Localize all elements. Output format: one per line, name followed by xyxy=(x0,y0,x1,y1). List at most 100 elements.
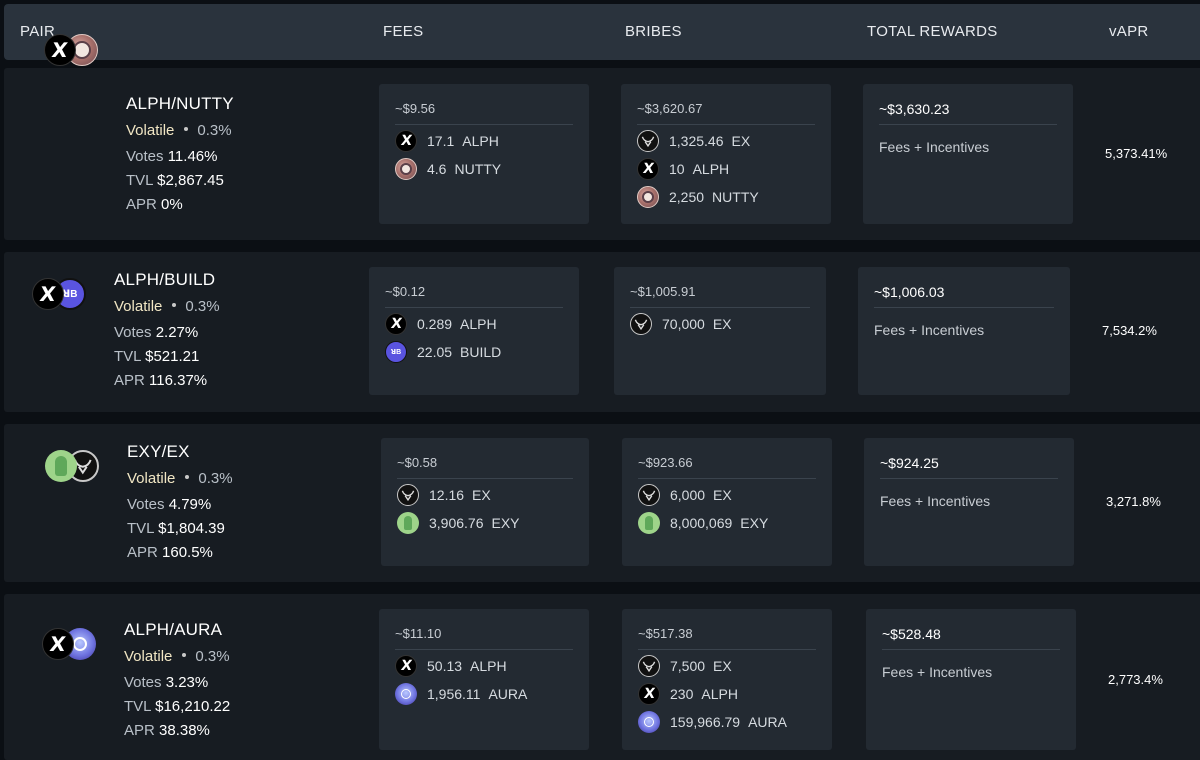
token-amount: 17.1 xyxy=(427,133,455,149)
pool-type: Volatile 0.3% xyxy=(124,648,230,665)
alph-icon: X xyxy=(395,130,417,152)
token-amount: 0.289 xyxy=(417,316,453,332)
fees-token: X 17.1 ALPH xyxy=(395,130,499,152)
fees-card[interactable]: ~$0.12 X 0.289 ALPH ꓤB 22.05 BUILD xyxy=(369,267,579,395)
build-glyph: ꓤB xyxy=(390,349,402,356)
col-pair[interactable]: PAIR xyxy=(20,23,56,40)
alph-glyph: X xyxy=(38,282,58,306)
token-amount: 7,500 xyxy=(670,658,706,674)
total-rewards-value: ~$528.48 xyxy=(882,626,941,642)
token-amount: 50.13 xyxy=(427,658,463,674)
apr-label: APR xyxy=(124,722,155,739)
aura-icon xyxy=(638,711,660,733)
token-amount: 12.16 xyxy=(429,487,465,503)
total-rewards-value: ~$1,006.03 xyxy=(874,284,945,300)
token-symbol: ALPH xyxy=(701,686,738,702)
votes-label: Votes xyxy=(124,674,162,691)
fees-total: ~$11.10 xyxy=(395,626,442,641)
fees-token: 1,956.11 AURA xyxy=(395,683,527,705)
bull-horns-glyph xyxy=(401,490,415,502)
separator-dot xyxy=(182,653,187,657)
bribes-total: ~$517.38 xyxy=(638,626,693,641)
tvl-value: $521.21 xyxy=(145,348,200,365)
bull-horns-glyph xyxy=(641,136,655,148)
total-rewards-card[interactable]: ~$3,630.23 Fees + Incentives xyxy=(863,84,1073,224)
pair-name[interactable]: ALPH/NUTTY xyxy=(126,94,234,113)
volatile-label: Volatile xyxy=(114,298,163,315)
votes-line: Votes 4.79% xyxy=(127,496,211,513)
aura-icon xyxy=(395,683,417,705)
alph-icon: X xyxy=(42,628,74,660)
aura-dome xyxy=(401,689,411,699)
fees-token: X 50.13 ALPH xyxy=(395,655,507,677)
total-rewards-card[interactable]: ~$1,006.03 Fees + Incentives xyxy=(858,267,1070,395)
bribes-total: ~$1,005.91 xyxy=(630,284,696,299)
apr-line: APR 38.38% xyxy=(124,722,210,739)
vapr-value: 7,534.2% xyxy=(1102,323,1157,338)
tvl-line: TVL $1,804.39 xyxy=(127,520,225,537)
bribes-card[interactable]: ~$517.38 7,500 EX X 230 ALPH 159,966.79 AURA xyxy=(622,609,832,750)
pair-name[interactable]: ALPH/BUILD xyxy=(114,270,216,289)
votes-line: Votes 3.23% xyxy=(124,674,208,691)
fees-token: ꓤB 22.05 BUILD xyxy=(385,341,501,363)
separator-dot xyxy=(184,127,189,131)
col-fees[interactable]: FEES xyxy=(383,23,424,40)
fees-total: ~$0.58 xyxy=(397,455,438,470)
bribes-card[interactable]: ~$3,620.67 1,325.46 EX X 10 ALPH 2,250 NUTTY xyxy=(621,84,831,224)
apr-value: 160.5% xyxy=(162,544,213,561)
fee-tier: 0.3% xyxy=(185,298,220,315)
bribes-card[interactable]: ~$923.66 6,000 EX 8,000,069 EXY xyxy=(622,438,832,566)
token-symbol: EX xyxy=(713,658,732,674)
token-symbol: EX xyxy=(472,487,491,503)
table-header: PAIR FEES BRIBES TOTAL REWARDS vAPR xyxy=(4,4,1200,60)
vapr-value: 3,271.8% xyxy=(1106,494,1161,509)
pair-name[interactable]: ALPH/AURA xyxy=(124,620,223,639)
fees-card[interactable]: ~$9.56 X 17.1 ALPH 4.6 NUTTY xyxy=(379,84,589,224)
token-symbol: BUILD xyxy=(460,344,502,360)
nutty-icon xyxy=(637,186,659,208)
bull-horns-glyph xyxy=(642,490,656,502)
token-amount: 3,906.76 xyxy=(429,515,484,531)
col-vapr[interactable]: vAPR xyxy=(1109,23,1149,40)
token-amount: 70,000 xyxy=(662,316,705,332)
divider xyxy=(637,124,815,125)
fees-token: 4.6 NUTTY xyxy=(395,158,501,180)
bribes-token: 8,000,069 EXY xyxy=(638,512,768,534)
bribes-card[interactable]: ~$1,005.91 70,000 EX xyxy=(614,267,826,395)
pair-icons: X xyxy=(44,34,104,68)
total-rewards-card[interactable]: ~$924.25 Fees + Incentives xyxy=(864,438,1074,566)
total-rewards-card[interactable]: ~$528.48 Fees + Incentives xyxy=(866,609,1076,750)
token-symbol: ALPH xyxy=(692,161,730,177)
pair-icons xyxy=(45,450,105,484)
apr-line: APR 160.5% xyxy=(127,544,213,561)
tvl-line: TVL $521.21 xyxy=(114,348,199,365)
vapr-value: 5,373.41% xyxy=(1105,146,1168,161)
alph-icon: X xyxy=(32,278,64,310)
pair-name[interactable]: EXY/EX xyxy=(127,442,190,461)
fees-card[interactable]: ~$0.58 12.16 EX 3,906.76 EXY xyxy=(381,438,589,566)
token-symbol: AURA xyxy=(748,714,787,730)
token-symbol: ALPH xyxy=(462,133,499,149)
volatile-label: Volatile xyxy=(127,470,176,487)
bribes-token: 1,325.46 EX xyxy=(637,130,750,152)
col-total-rewards[interactable]: TOTAL REWARDS xyxy=(867,23,998,40)
fees-incentives-label: Fees + Incentives xyxy=(874,322,985,338)
nutty-face xyxy=(642,191,654,203)
votes-value: 2.27% xyxy=(155,324,199,341)
bribes-token: X 230 ALPH xyxy=(638,683,738,705)
alph-glyph: X xyxy=(399,658,413,674)
pool-type: Volatile 0.3% xyxy=(126,122,232,139)
exy-figure xyxy=(645,516,653,530)
fee-tier: 0.3% xyxy=(198,470,233,487)
token-amount: 6,000 xyxy=(670,487,706,503)
divider xyxy=(882,649,1060,650)
apr-value: 38.38% xyxy=(159,722,210,739)
ex-icon xyxy=(397,484,419,506)
divider xyxy=(385,307,563,308)
token-amount: 2,250 xyxy=(669,189,705,205)
tvl-value: $1,804.39 xyxy=(158,520,225,537)
col-bribes[interactable]: BRIBES xyxy=(625,23,682,40)
pair-icons: X xyxy=(42,628,102,662)
bribes-token: 7,500 EX xyxy=(638,655,732,677)
fees-card[interactable]: ~$11.10 X 50.13 ALPH 1,956.11 AURA xyxy=(379,609,589,750)
